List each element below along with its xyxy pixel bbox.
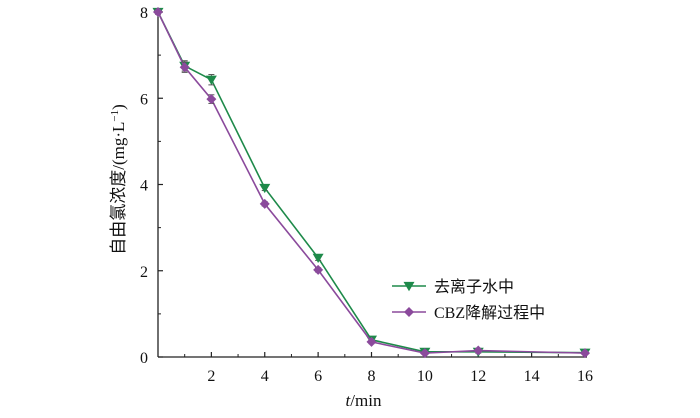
data-point-cbz <box>313 264 324 275</box>
x-tick-label: 2 <box>207 368 215 385</box>
data-point-cbz <box>153 7 163 17</box>
x-tick-label: 14 <box>524 368 540 385</box>
x-axis-title-unit: /min <box>350 391 382 410</box>
data-point-deionized <box>259 183 271 194</box>
data-point-cbz <box>473 345 484 356</box>
data-point-cbz <box>366 336 377 347</box>
x-axis-title-variable: t <box>346 391 352 410</box>
legend-marker-deionized <box>403 281 415 292</box>
y-axis-title-close: ) <box>109 104 128 110</box>
x-tick-label: 4 <box>261 368 269 385</box>
y-axis-title-main: 自由氯浓度/(mg·L <box>109 122 128 255</box>
legend-marker-cbz <box>404 307 414 317</box>
y-tick-label: 4 <box>140 178 148 195</box>
y-tick-label: 0 <box>140 350 148 367</box>
y-axis-title-sup: −1 <box>109 110 121 122</box>
ticks: 2 4 6 8 10 12 14 16 0 2 4 6 8 <box>140 5 593 385</box>
y-tick-label: 2 <box>140 264 148 281</box>
x-tick-label: 12 <box>470 368 486 385</box>
legend-label-deionized: 去离子水中 <box>434 278 514 296</box>
x-axis-title: t/min <box>346 391 382 410</box>
y-tick-label: 6 <box>140 91 148 108</box>
x-tick-label: 10 <box>417 368 433 385</box>
y-tick-label: 8 <box>140 5 148 22</box>
legend-label-cbz: CBZ降解过程中 <box>434 304 545 322</box>
series-line-deionized <box>157 11 586 354</box>
data-point-cbz <box>179 62 190 73</box>
data-point-deionized <box>312 253 324 264</box>
data-point-deionized <box>205 75 217 85</box>
axes <box>157 10 587 358</box>
data-point-cbz <box>419 348 430 359</box>
data-point-cbz <box>259 198 270 209</box>
data-point-cbz <box>206 94 217 105</box>
x-tick-label: 16 <box>577 368 593 385</box>
x-tick-label: 6 <box>314 368 322 385</box>
series-line-cbz <box>157 11 586 354</box>
legend: 去离子水中 CBZ降解过程中 <box>392 278 545 322</box>
data-point-cbz <box>580 348 590 359</box>
x-tick-label: 8 <box>368 368 376 385</box>
series-cbz <box>153 7 590 359</box>
y-axis-title: 自由氯浓度/(mg·L−1) <box>109 104 128 255</box>
series-group <box>152 7 591 359</box>
